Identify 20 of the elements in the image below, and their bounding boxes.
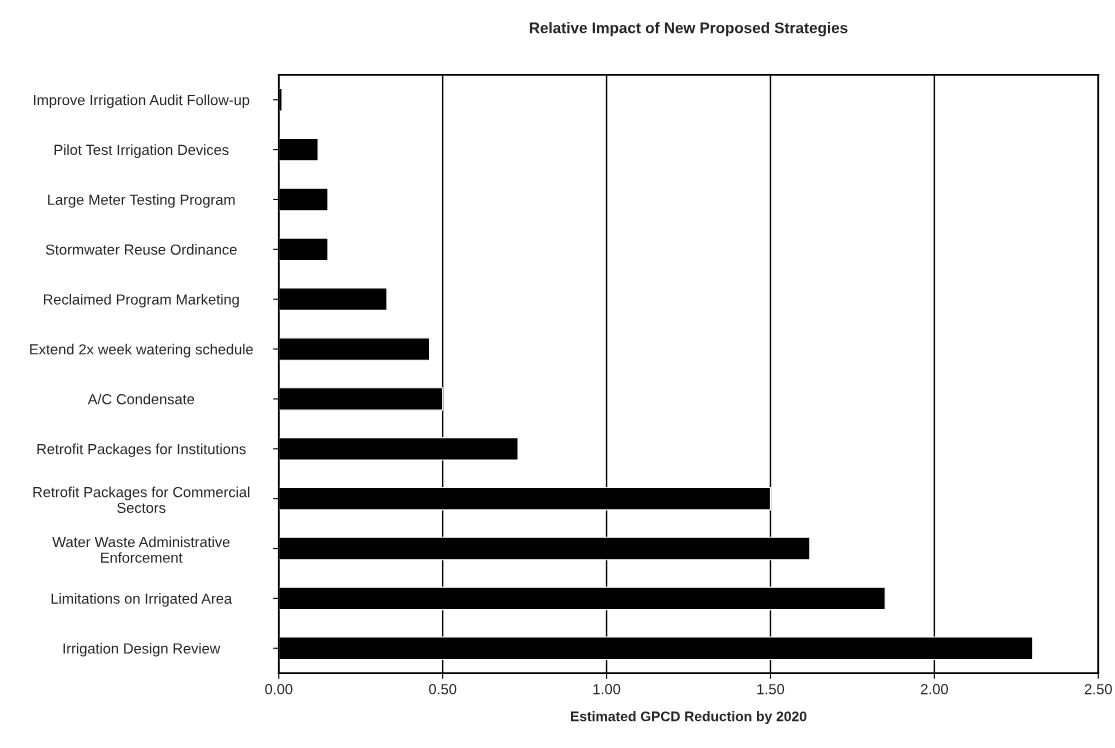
x-tick-label: 1.00 (593, 684, 621, 695)
y-tick-label: A/C Condensate (87, 393, 195, 405)
y-tick-label: Large Meter Testing Program (48, 194, 235, 208)
x-axis-title: Estimated GPCD Reduction by 2020 (570, 711, 807, 725)
x-tick-label: 0.50 (429, 684, 457, 695)
y-tick-label: Limitations on Irrigated Area (51, 593, 233, 607)
y-tick-label: Water Waste Administrative Enforcement (52, 536, 230, 563)
y-tick-label: Retrofit Packages for Institutions (37, 443, 246, 458)
y-tick-label: Stormwater Reuse Ordinance (45, 244, 237, 255)
chart-title: Relative Impact of New Proposed Strategies (529, 22, 848, 37)
x-tick-label: 1.50 (757, 684, 785, 695)
y-tick-label: Retrofit Packages for Commercial Sectors (33, 486, 250, 514)
y-tick-label: Irrigation Design Review (63, 642, 221, 657)
y-tick-label: Extend 2x week watering schedule (30, 343, 253, 358)
x-tick-label: 2.00 (920, 684, 948, 695)
y-tick-label: Pilot Test Irrigation Devices (54, 144, 229, 158)
y-tick-label: Reclaimed Program Marketing (43, 293, 239, 308)
y-tick-label: Improve Irrigation Audit Follow-up (33, 94, 250, 109)
x-tick-label: 2.50 (1084, 684, 1112, 695)
x-tick-label: 0.00 (265, 684, 293, 695)
